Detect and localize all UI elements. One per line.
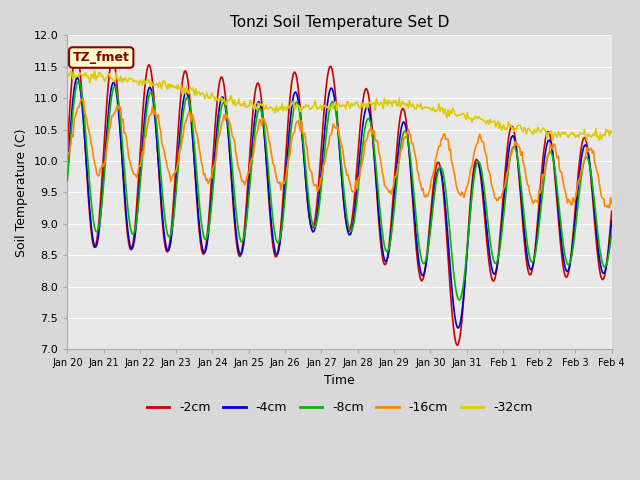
-8cm bbox=[75, 78, 83, 84]
-2cm bbox=[466, 209, 474, 215]
-32cm bbox=[608, 130, 616, 135]
-4cm bbox=[294, 96, 302, 102]
-16cm bbox=[608, 200, 616, 206]
-8cm bbox=[456, 297, 463, 303]
-16cm bbox=[63, 156, 71, 162]
-32cm bbox=[465, 115, 472, 121]
-2cm bbox=[72, 49, 80, 55]
-4cm bbox=[63, 171, 71, 177]
-4cm bbox=[369, 139, 377, 144]
Line: -32cm: -32cm bbox=[67, 71, 612, 140]
-8cm bbox=[560, 246, 568, 252]
-32cm bbox=[560, 132, 568, 137]
-4cm bbox=[466, 216, 474, 222]
-16cm bbox=[605, 205, 613, 211]
Legend: -2cm, -4cm, -8cm, -16cm, -32cm: -2cm, -4cm, -8cm, -16cm, -32cm bbox=[141, 396, 538, 420]
-2cm bbox=[294, 84, 302, 89]
-32cm bbox=[91, 68, 99, 73]
Line: -2cm: -2cm bbox=[67, 52, 612, 346]
-16cm bbox=[559, 178, 566, 183]
X-axis label: Time: Time bbox=[324, 374, 355, 387]
-4cm bbox=[396, 140, 403, 146]
Line: -8cm: -8cm bbox=[67, 81, 612, 300]
-32cm bbox=[234, 100, 242, 106]
-16cm bbox=[294, 118, 302, 123]
Y-axis label: Soil Temperature (C): Soil Temperature (C) bbox=[15, 128, 28, 257]
-8cm bbox=[294, 101, 302, 107]
-16cm bbox=[234, 162, 242, 168]
-4cm bbox=[560, 259, 568, 264]
Text: TZ_fmet: TZ_fmet bbox=[73, 51, 130, 64]
Line: -16cm: -16cm bbox=[67, 98, 612, 208]
Title: Tonzi Soil Temperature Set D: Tonzi Soil Temperature Set D bbox=[230, 15, 449, 30]
-2cm bbox=[560, 268, 568, 274]
-16cm bbox=[396, 159, 403, 165]
-16cm bbox=[369, 127, 377, 133]
-8cm bbox=[396, 156, 403, 162]
-32cm bbox=[548, 137, 556, 143]
-2cm bbox=[234, 249, 242, 254]
-8cm bbox=[63, 178, 71, 183]
-8cm bbox=[466, 217, 474, 223]
-8cm bbox=[234, 224, 242, 229]
-4cm bbox=[234, 243, 242, 249]
-16cm bbox=[79, 96, 87, 101]
-2cm bbox=[396, 121, 403, 127]
-16cm bbox=[465, 179, 472, 184]
-8cm bbox=[608, 230, 616, 236]
-8cm bbox=[369, 135, 377, 141]
Line: -4cm: -4cm bbox=[67, 78, 612, 328]
-32cm bbox=[63, 70, 71, 75]
-2cm bbox=[63, 145, 71, 151]
-4cm bbox=[74, 75, 81, 81]
-32cm bbox=[396, 96, 403, 101]
-32cm bbox=[369, 100, 377, 106]
-2cm bbox=[608, 208, 616, 214]
-4cm bbox=[454, 325, 462, 331]
-32cm bbox=[294, 103, 302, 108]
-2cm bbox=[369, 137, 377, 143]
-4cm bbox=[608, 217, 616, 223]
-2cm bbox=[453, 343, 461, 348]
